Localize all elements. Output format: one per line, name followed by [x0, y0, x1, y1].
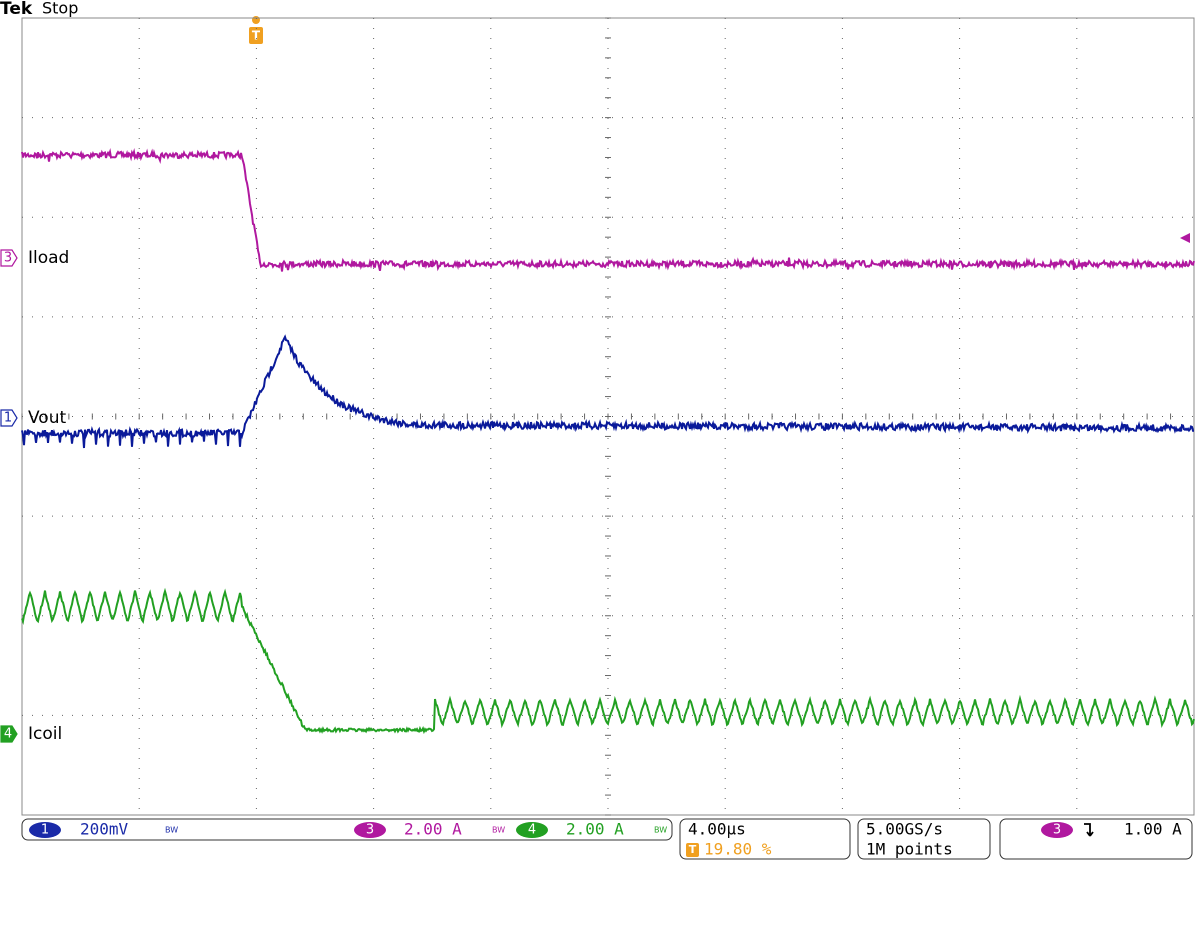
trigger-position: 19.80 % — [704, 840, 772, 859]
brand: Tek — [0, 0, 33, 19]
ch1-bw: BW — [165, 826, 178, 835]
trigger-dot — [252, 16, 260, 24]
ch4-number: 4 — [528, 823, 536, 838]
ch3-scale: 2.00 A — [404, 820, 462, 839]
timebase: 4.00µs — [688, 820, 746, 839]
ch1-number: 1 — [41, 823, 49, 838]
trigger-level-arrow — [1180, 233, 1190, 243]
record-length: 1M points — [866, 840, 953, 859]
channel-label: Iload — [28, 248, 69, 268]
icoil-trace — [22, 591, 1194, 732]
sample-rate: 5.00GS/s — [866, 820, 943, 839]
vout-trace — [22, 337, 1194, 448]
ch4-bw: BW — [654, 826, 667, 835]
channel-number: 1 — [4, 411, 12, 426]
channel-4-marker: 4 Icoil — [1, 724, 62, 744]
ch1-scale: 200mV — [80, 820, 129, 839]
channel-label: Icoil — [28, 724, 62, 744]
ch3-bw: BW — [492, 826, 505, 835]
channel-number: 3 — [4, 251, 12, 266]
trigger-source: 3 — [1053, 823, 1061, 838]
ch4-scale: 2.00 A — [566, 820, 624, 839]
graticule — [22, 18, 1194, 815]
iload-trace — [22, 152, 1194, 272]
channel-label: Vout — [28, 408, 66, 428]
trigger-marker-label: T — [252, 29, 261, 43]
trigger-level: 1.00 A — [1124, 820, 1182, 839]
acquisition-status: Stop — [42, 0, 78, 18]
channel-3-marker: 3 Iload — [1, 248, 69, 268]
ch3-number: 3 — [366, 823, 374, 838]
trigger-position-marker: T — [689, 843, 697, 856]
channel-1-marker: 1 Vout — [1, 408, 66, 428]
channel-number: 4 — [4, 727, 12, 742]
